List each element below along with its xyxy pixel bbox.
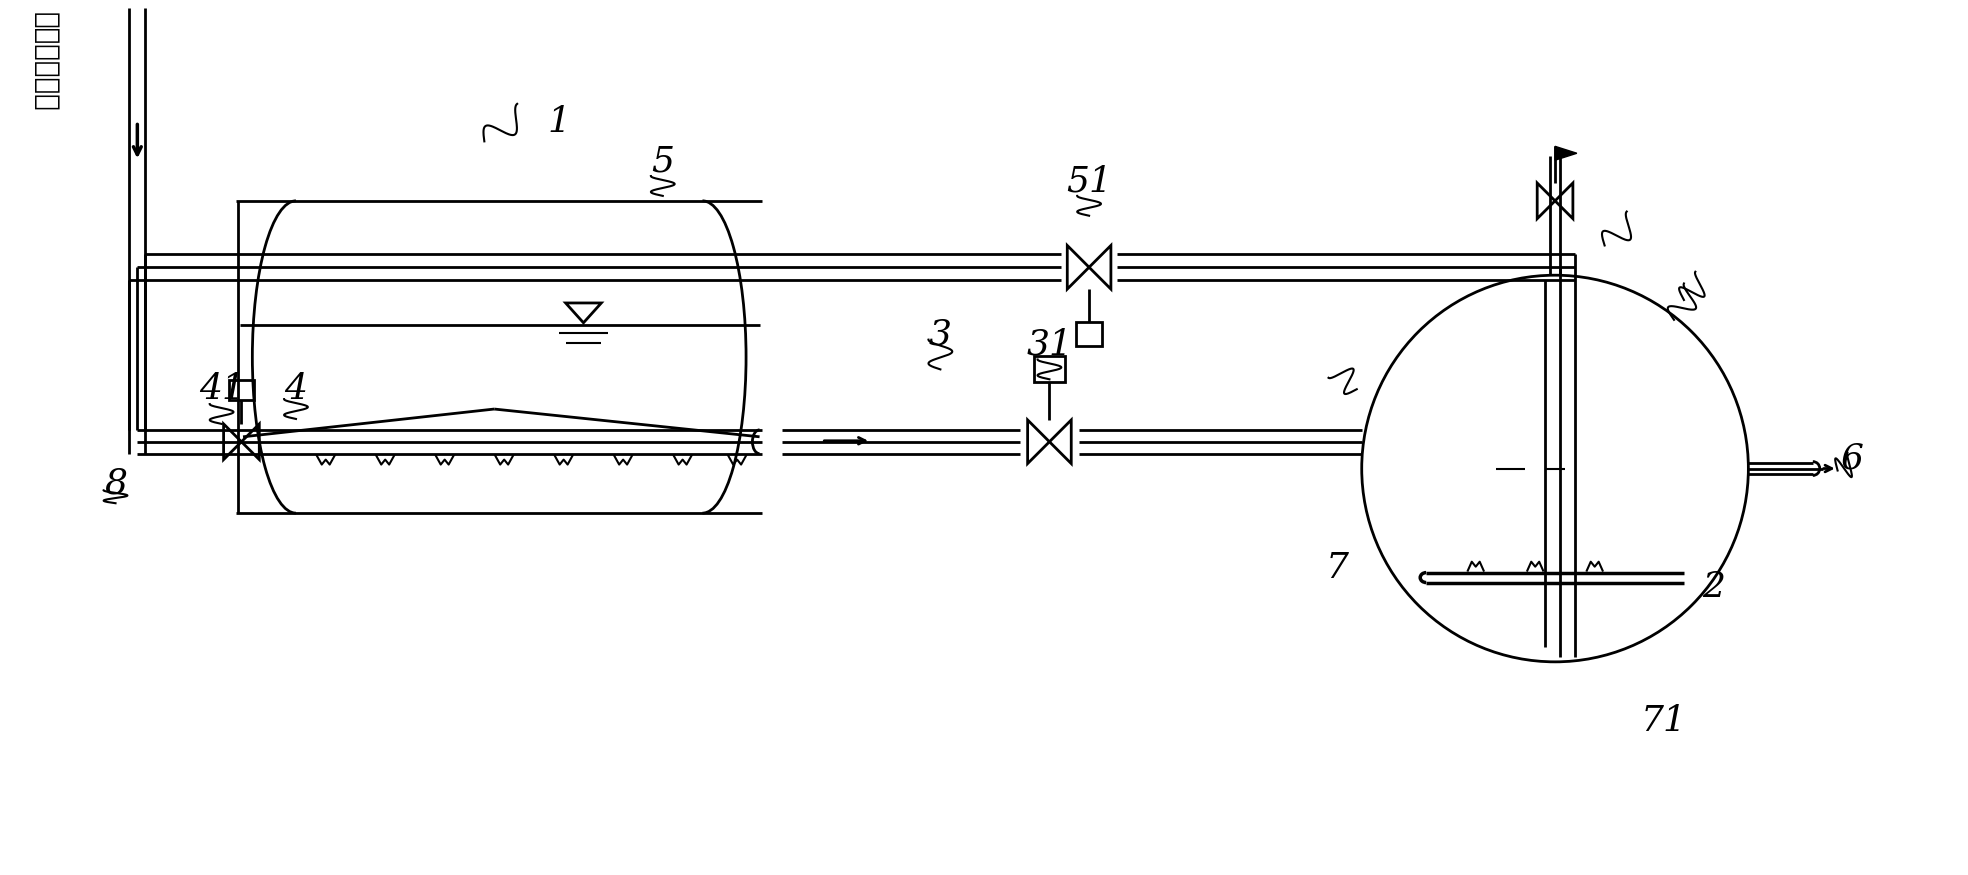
Polygon shape (1555, 146, 1576, 160)
Text: 来自蒸汽热源: 来自蒸汽热源 (31, 12, 59, 112)
Text: 6: 6 (1840, 442, 1864, 476)
Bar (1076, 322, 1102, 346)
Text: 51: 51 (1067, 164, 1112, 198)
Text: 31: 31 (1027, 327, 1073, 361)
Text: 1: 1 (547, 104, 571, 138)
Text: 71: 71 (1641, 704, 1687, 738)
Text: 7: 7 (1324, 550, 1348, 584)
Bar (1033, 356, 1065, 382)
Text: 3: 3 (929, 318, 953, 352)
Text: 41: 41 (199, 372, 244, 406)
Text: 5: 5 (651, 144, 675, 178)
Text: 8: 8 (104, 466, 128, 500)
Text: 2: 2 (1702, 570, 1726, 605)
Text: 4: 4 (285, 372, 307, 406)
Bar (228, 381, 254, 400)
